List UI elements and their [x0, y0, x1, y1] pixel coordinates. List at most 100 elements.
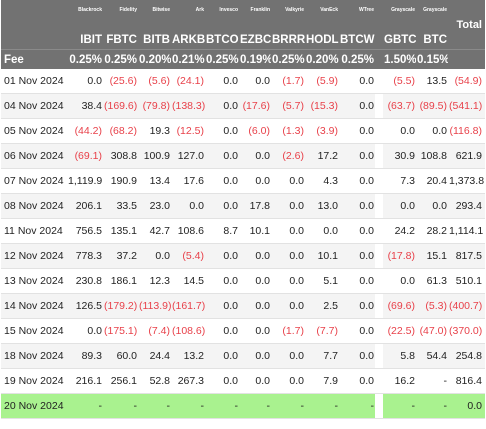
flow-value: (17.8) [383, 243, 416, 269]
flow-value: 0.0 [383, 118, 416, 144]
flow-value: 0.0 [383, 193, 416, 219]
fee-value: 0.20% [305, 49, 339, 69]
flow-value: - [339, 393, 375, 419]
row-total: 254.8 [448, 343, 485, 369]
ticker-symbol: EZBC [239, 19, 271, 50]
spacer-cell [375, 168, 383, 194]
flow-value: 0.0 [205, 343, 239, 369]
flow-value: 0.0 [205, 318, 239, 344]
flow-value: 0.0 [239, 69, 271, 94]
spacer-cell [375, 193, 383, 219]
flow-value: 0.0 [205, 243, 239, 269]
flow-value: 0.0 [271, 268, 305, 294]
row-total: 510.1 [448, 268, 485, 294]
flow-value: 0.0 [205, 368, 239, 394]
flow-value: 0.0 [339, 143, 375, 169]
flow-value: (25.6) [103, 69, 138, 94]
issuer-name: VanEck [305, 0, 339, 19]
flow-value: 5.8 [383, 343, 416, 369]
date-cell: 12 Nov 2024 [1, 243, 67, 269]
flow-value: (24.1) [171, 69, 205, 94]
flow-value: - [416, 368, 448, 394]
date-cell: 13 Nov 2024 [1, 268, 67, 294]
issuer-name: Grayscale [383, 0, 416, 19]
flow-value: 0.0 [239, 243, 271, 269]
date-cell: 19 Nov 2024 [1, 368, 67, 394]
flow-value: 54.4 [416, 343, 448, 369]
flow-value: (1.3) [271, 118, 305, 144]
flow-value: 52.8 [138, 368, 171, 394]
issuer-name: Ark [171, 0, 205, 19]
flow-value: (5.4) [171, 243, 205, 269]
flow-value: 0.0 [383, 268, 416, 294]
flow-value: (169.6) [103, 93, 138, 119]
flow-value: 308.8 [103, 143, 138, 169]
flow-value: 0.0 [171, 193, 205, 219]
flow-value: - [239, 393, 271, 419]
ticker-header-row: IBIT FBTC BITB ARKB BTCO EZBC BRRR HODL BTCW GBTC… [1, 19, 485, 50]
flow-value: 0.0 [205, 193, 239, 219]
flow-value: 24.2 [383, 218, 416, 244]
date-cell: 14 Nov 2024 [1, 293, 67, 319]
flow-value: (161.7) [171, 293, 205, 319]
flow-value: 0.0 [205, 69, 239, 94]
flow-value: 0.0 [239, 268, 271, 294]
spacer-cell [375, 293, 383, 319]
spacer-cell [375, 118, 383, 144]
flow-value: 60.0 [103, 343, 138, 369]
flow-value: 778.3 [67, 243, 103, 269]
fee-total-cell [448, 49, 485, 69]
date-cell: 06 Nov 2024 [1, 143, 67, 169]
table-row: 19 Nov 2024 216.1 256.1 52.8 267.3 0.0 0.0 0.0 7… [1, 368, 485, 394]
flow-value: 13.5 [416, 69, 448, 94]
spacer-cell [375, 19, 383, 50]
ticker-symbol: FBTC [103, 19, 138, 50]
corner-cell [1, 0, 67, 19]
fee-value: 0.25% [339, 49, 375, 69]
flow-value: 108.8 [416, 143, 448, 169]
row-total: (400.7) [448, 293, 485, 319]
flow-value: (22.5) [383, 318, 416, 344]
flow-value: 10.1 [239, 218, 271, 244]
flow-value: 24.4 [138, 343, 171, 369]
flow-value: 30.9 [383, 143, 416, 169]
flow-value: (2.6) [271, 143, 305, 169]
date-cell: 08 Nov 2024 [1, 193, 67, 219]
spacer-cell [375, 368, 383, 394]
flow-value: 12.3 [138, 268, 171, 294]
flow-value: 8.7 [205, 218, 239, 244]
date-cell: 11 Nov 2024 [1, 218, 67, 244]
pending-row: 20 Nov 2024- - - - - - - - - - -0.0 [1, 393, 485, 419]
flows-body: 01 Nov 2024 0.0 (25.6) (5.6) (24.1) 0.0 0.0 (1.… [1, 69, 485, 419]
flow-value: - [205, 393, 239, 419]
total-header: Total [448, 0, 485, 50]
flow-value: 14.5 [171, 268, 205, 294]
flow-value: 0.0 [239, 143, 271, 169]
row-total: (370.0) [448, 318, 485, 344]
flow-value: 135.1 [103, 218, 138, 244]
row-total: 0.0 [448, 393, 485, 419]
flow-value: 0.0 [339, 318, 375, 344]
date-cell: 01 Nov 2024 [1, 69, 67, 94]
issuer-header-row: Blackrock Fidelity Bitwise Ark Invesco Frankl… [1, 0, 485, 50]
ticker-symbol: GBTC [383, 19, 416, 50]
flow-value: 0.0 [271, 368, 305, 394]
flow-value: 0.0 [339, 368, 375, 394]
flow-value: 15.1 [416, 243, 448, 269]
flow-value: 7.9 [305, 368, 339, 394]
flow-value: (17.6) [239, 93, 271, 119]
row-total: 1,114.1 [448, 218, 485, 244]
row-total: 621.9 [448, 143, 485, 169]
flow-value: 0.0 [205, 268, 239, 294]
date-cell: 15 Nov 2024 [1, 318, 67, 344]
flow-value: (179.2) [103, 293, 138, 319]
flow-value: 127.0 [171, 143, 205, 169]
spacer-cell [375, 393, 383, 419]
fee-value: 0.21% [171, 49, 205, 69]
table-row: 04 Nov 2024 38.4 (169.6) (79.8) (138.3) 0.0 (1… [1, 93, 485, 119]
spacer-cell [375, 49, 383, 69]
flow-value: 38.4 [67, 93, 103, 119]
issuer-name: Bitwise [138, 0, 171, 19]
flow-value: 89.3 [67, 343, 103, 369]
flow-value: 0.0 [339, 193, 375, 219]
